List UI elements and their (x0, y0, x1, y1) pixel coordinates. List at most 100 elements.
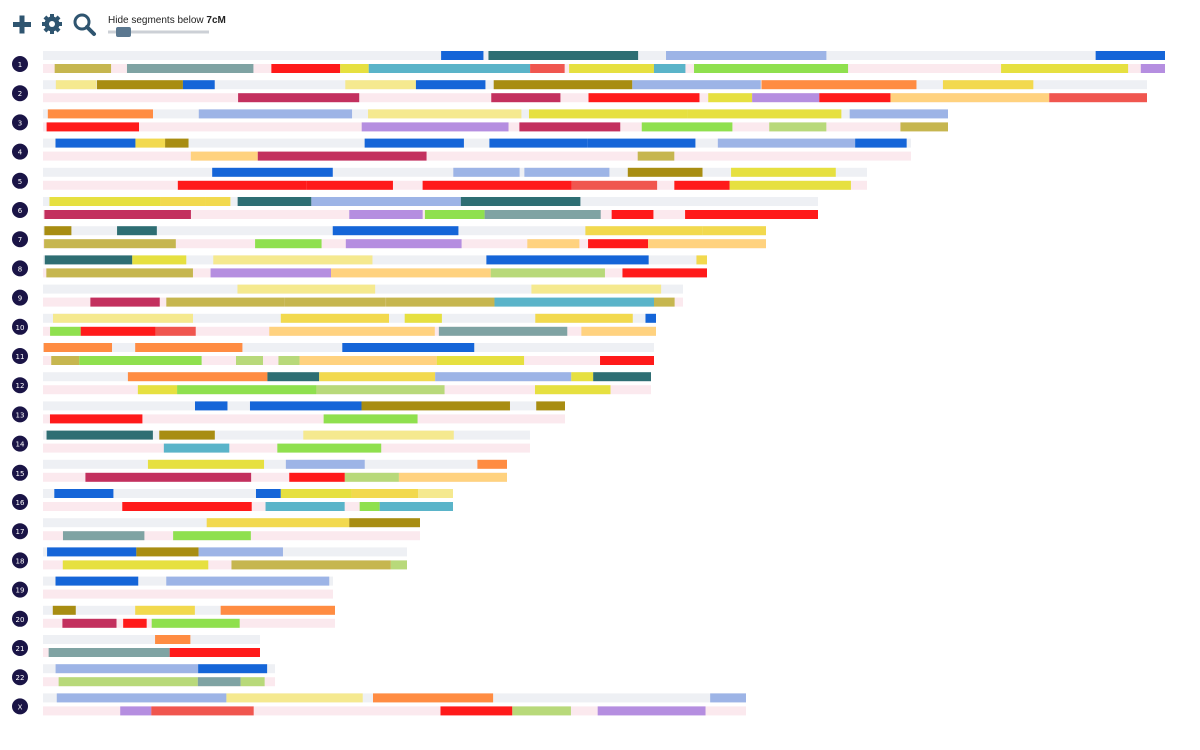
segment (368, 109, 522, 119)
chromosome-label: 17 (16, 528, 25, 536)
filter-text: Hide segments below (108, 15, 204, 26)
segment (752, 93, 820, 103)
segment (530, 64, 565, 73)
segment (169, 648, 260, 657)
segment (79, 356, 202, 365)
segment (135, 343, 243, 352)
segment (159, 430, 215, 440)
segment (90, 297, 160, 307)
segment (581, 326, 656, 336)
segment (198, 109, 353, 119)
segment (588, 93, 700, 103)
segment (588, 239, 649, 249)
segment (653, 64, 686, 73)
chromosome-badge (12, 698, 28, 715)
segment (126, 64, 254, 73)
chromosome-label: 11 (16, 353, 25, 361)
segment (398, 472, 507, 482)
segment (390, 560, 407, 570)
segment (438, 326, 568, 336)
segment (197, 677, 241, 687)
segment (849, 109, 948, 119)
segment (900, 122, 948, 132)
segment (769, 122, 827, 132)
segment (54, 489, 114, 498)
segment (166, 576, 330, 586)
segment (80, 326, 156, 336)
chromosome-badge (12, 406, 28, 423)
segment (441, 51, 484, 60)
segment (163, 443, 230, 453)
chromosome-badge (12, 318, 28, 335)
segment (194, 401, 228, 411)
chromosome-track (43, 635, 260, 644)
segment (238, 93, 360, 103)
segment (351, 489, 419, 498)
segment (1095, 51, 1165, 60)
segment (323, 414, 418, 424)
segment (477, 459, 507, 469)
chromosome-badge (12, 581, 28, 598)
chromosome-track (43, 430, 530, 440)
segment (694, 64, 849, 73)
chromosome-badge (12, 289, 28, 306)
segment (117, 226, 157, 236)
segment (44, 210, 191, 219)
segment (151, 706, 254, 716)
segment (702, 226, 766, 236)
segment (569, 64, 654, 73)
segment (637, 151, 675, 161)
segment (373, 693, 494, 703)
segment (527, 239, 580, 249)
segment (519, 122, 621, 132)
segment (50, 326, 81, 336)
segment (56, 693, 227, 703)
segment (440, 706, 513, 716)
filter-value: 7cM (206, 15, 226, 26)
settings-button[interactable] (42, 14, 62, 34)
segment (52, 605, 76, 615)
segment (524, 167, 610, 177)
segment (685, 210, 818, 219)
segment (890, 93, 1050, 103)
chromosome-label: 18 (16, 557, 25, 565)
segment (597, 706, 706, 716)
chromosome-track (43, 489, 453, 498)
chromosome-label: 14 (16, 441, 25, 449)
segment (489, 138, 588, 148)
segment (55, 138, 136, 148)
segment (55, 80, 97, 90)
segment (177, 385, 317, 395)
chromosome-label: 7 (18, 236, 22, 244)
segment-slider[interactable] (108, 27, 209, 37)
segment (600, 356, 654, 365)
add-button[interactable] (13, 15, 31, 34)
segment (265, 502, 345, 511)
segment (96, 80, 183, 90)
segment (269, 326, 435, 336)
chromosome-badge (12, 669, 28, 686)
segment (47, 547, 137, 557)
segment (344, 472, 399, 482)
segment (349, 518, 420, 528)
segment (534, 385, 611, 395)
segment (710, 693, 746, 703)
segment (645, 313, 656, 323)
segment (46, 430, 153, 440)
chromosome-badge (12, 231, 28, 248)
segment (155, 635, 191, 644)
chromosome-badge (12, 56, 28, 72)
segment (284, 297, 386, 307)
segment (278, 356, 300, 365)
segment (198, 664, 268, 674)
search-button[interactable] (73, 13, 96, 36)
segment (361, 401, 510, 411)
segment (435, 372, 572, 382)
segment (58, 677, 198, 687)
segment (855, 138, 907, 148)
segment (43, 343, 113, 352)
segment (696, 255, 707, 265)
segment (240, 677, 265, 687)
segment (708, 93, 753, 103)
